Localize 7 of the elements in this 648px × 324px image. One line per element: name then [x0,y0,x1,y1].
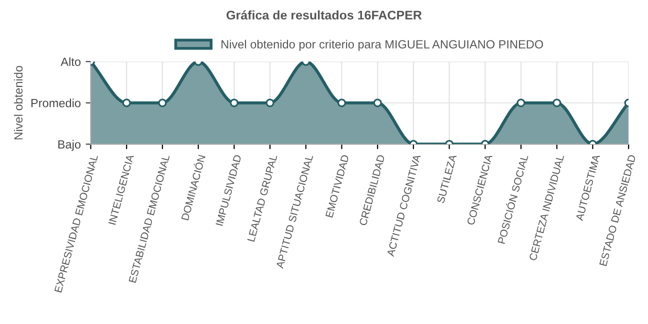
chart-title: Gráfica de resultados 16FACPER [226,10,422,20]
category-label: Promedio [31,98,81,108]
x-tick-label: LEALTAD GRUPAL [247,154,278,242]
legend-label: Nivel obtenido por criterio para MIGUEL ANGUIANO PINEDO [222,40,544,51]
category-label: Bajo [58,140,81,151]
y-axis-title: Nivel obtenido [14,66,23,140]
category-label: Alto [60,57,81,66]
